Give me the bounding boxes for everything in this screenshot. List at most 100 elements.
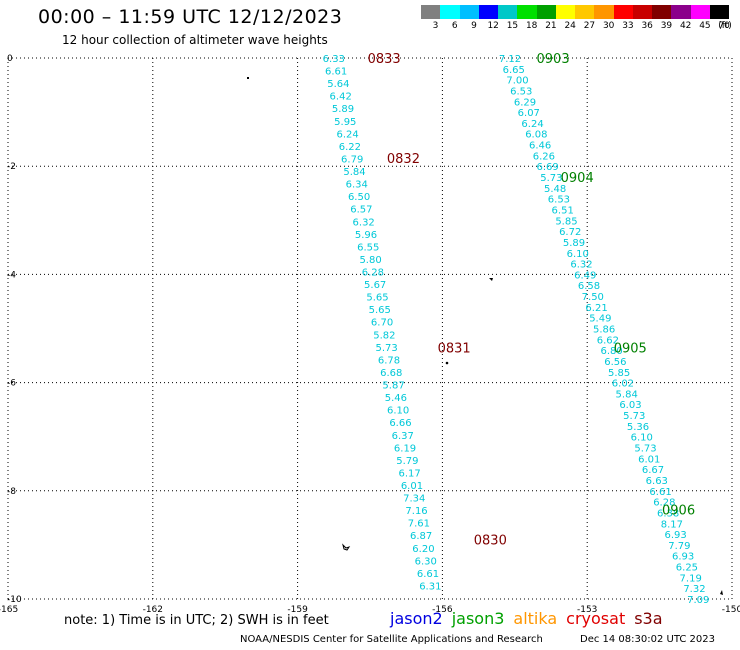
wave-height-value: 6.53 [548,195,570,206]
wave-height-value: 7.32 [683,584,705,595]
y-tick-label: -6 [7,379,16,389]
wave-height-value: 5.87 [382,381,404,392]
wave-height-value: 7.79 [668,541,690,552]
wave-height-value: 6.50 [348,192,370,203]
color-scale-swatch [421,5,441,19]
wave-height-value: 6.46 [529,141,551,152]
wave-height-value: 6.01 [401,481,423,492]
color-scale-swatch [536,5,556,19]
wave-height-value: 6.80 [600,346,622,357]
wave-height-value: 6.58 [578,281,600,292]
island-mark [445,361,449,365]
wave-height-value: 5.89 [332,104,354,115]
mission-legend: jason2 jason3 altika cryosat s3a [390,609,672,628]
wave-height-value: 5.73 [540,173,562,184]
color-scale-swatch [555,5,575,19]
wave-height-value: 6.10 [567,249,589,260]
wave-height-value: 6.32 [353,217,375,228]
wave-height-value: 6.42 [330,92,352,103]
x-tick-label: -162 [143,605,163,615]
wave-height-value: 6.57 [350,205,372,216]
time-label: 0833 [368,52,401,67]
wave-height-value: 6.61 [417,569,439,580]
wave-height-value: 5.95 [334,117,356,128]
wave-height-value: 6.70 [371,318,393,329]
color-scale-label: 15 [506,21,519,31]
wave-height-value: 5.67 [364,280,386,291]
time-label: 0832 [387,152,420,167]
wave-height-value: 6.38 [657,508,679,519]
wave-height-value: 5.49 [589,314,611,325]
x-tick-label: -153 [577,605,597,615]
color-scale-label: 45 [699,21,711,31]
wave-height-value: 6.20 [412,544,434,555]
wave-height-value: 5.46 [385,393,407,404]
color-scale-label: 30 [602,21,615,31]
credit-text: NOAA/NESDIS Center for Satellite Applica… [240,634,543,645]
wave-height-value: 5.86 [593,325,615,336]
wave-height-value: 6.02 [612,379,634,390]
wave-height-value: 6.32 [570,260,592,271]
wave-height-value: 7.61 [408,519,430,530]
wave-height-value: 5.96 [355,230,377,241]
wave-height-value: 6.79 [341,154,363,165]
wave-height-value: 7.34 [403,494,425,505]
wave-height-value: 6.66 [389,418,411,429]
wave-height-value: 5.85 [555,216,577,227]
y-tick-label: -8 [7,487,16,497]
generated-timestamp: Dec 14 08:30:02 UTC 2023 [580,634,715,645]
color-scale-label: 9 [471,21,477,31]
wave-height-value: 6.21 [585,303,607,314]
color-scale-swatch [575,5,595,19]
mission-label: cryosat [566,609,626,628]
wave-height-value: 6.67 [642,465,664,476]
mission-label: s3a [634,609,663,628]
y-tick-label: -10 [7,595,22,605]
wave-height-value: 5.80 [359,255,381,266]
wave-height-value: 5.73 [634,444,656,455]
wave-height-value: 6.24 [336,129,358,140]
color-scale-label: 42 [679,21,692,31]
wave-height-value: 6.33 [323,54,345,65]
wave-height-value: 5.64 [327,79,349,90]
color-scale-label: 21 [545,21,557,31]
wave-height-value: 5.79 [396,456,418,467]
wave-height-value: 6.68 [380,368,402,379]
x-tick-label: -165 [0,605,18,615]
color-scale-label: 70 [718,21,730,31]
wave-height-value: 6.24 [521,119,543,130]
wave-height-value: 7.09 [687,595,709,606]
wave-height-value: 6.31 [419,581,441,592]
wave-height-value: 6.93 [664,530,686,541]
wave-height-value: 6.51 [552,205,574,216]
color-scale-labels: 3 6 9 12 15 18 21 24 27 30 33 36 39 42 45 70 (ft) [421,21,732,33]
color-scale-unit: (ft) [718,21,732,31]
wave-height-value: 6.87 [410,531,432,542]
color-scale-swatch [594,5,614,19]
wave-height-value: 6.28 [362,268,384,279]
wave-height-value: 6.37 [392,431,414,442]
island-mark [342,543,351,551]
wave-height-value: 6.78 [378,355,400,366]
time-label: 0830 [474,533,507,548]
wave-height-value: 6.62 [597,335,619,346]
wave-height-value: 6.25 [676,563,698,574]
color-scale-bar [421,5,729,19]
color-scale-label: 12 [487,21,499,31]
color-scale-swatch [613,5,633,19]
wave-height-value: 6.63 [646,476,668,487]
wave-height-value: 6.03 [619,400,641,411]
x-tick-label: -156 [432,605,453,615]
color-scale-label: 39 [660,21,673,31]
wave-height-value: 5.84 [343,167,365,178]
color-scale-swatch [478,5,498,19]
y-tick-label: -4 [7,270,16,280]
mission-label: jason2 [390,609,443,628]
time-label: 0904 [561,171,594,186]
wave-height-value: 6.56 [604,357,626,368]
wave-height-value: 6.69 [536,162,558,173]
color-scale-label: 27 [583,21,596,31]
y-tick-label: -2 [7,162,16,172]
wave-height-value: 5.82 [373,330,395,341]
